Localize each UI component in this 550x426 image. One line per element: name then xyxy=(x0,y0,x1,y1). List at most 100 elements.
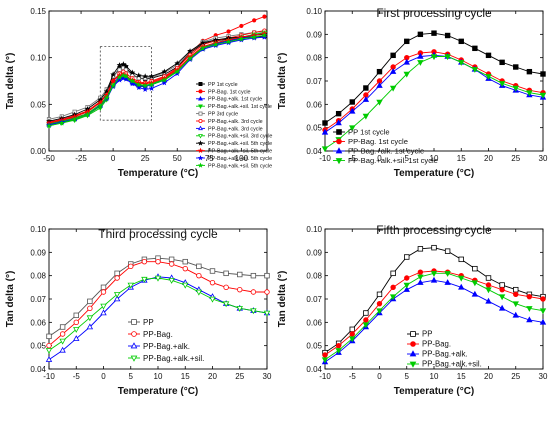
legend-marker xyxy=(198,96,203,101)
legend-entry: PP-Bag. xyxy=(422,340,451,349)
data-point xyxy=(444,32,451,39)
legend-entry: PP-Bag.+alk. 3rd cycle xyxy=(208,119,263,125)
legend-marker xyxy=(336,129,342,135)
data-point xyxy=(263,310,271,317)
y-tick-label: 0.08 xyxy=(30,272,46,281)
legend-marker xyxy=(335,147,343,154)
y-tick-label: 0.10 xyxy=(306,7,322,16)
chart-panel-1: -50 -25 0 25 50 75 100 0.00 0.05 0.10 0.15 Temperat… xyxy=(5,7,272,179)
data-point xyxy=(458,283,465,290)
x-tick-label: -5 xyxy=(73,372,81,381)
data-point xyxy=(417,52,424,59)
data-point xyxy=(87,298,93,305)
y-tick-label: 0.09 xyxy=(306,248,322,257)
data-point xyxy=(458,275,465,282)
data-point xyxy=(498,304,506,311)
y-tick-label: 0.06 xyxy=(306,100,322,109)
x-tick-label: 10 xyxy=(430,154,439,163)
data-point xyxy=(59,346,66,353)
series-4 xyxy=(321,54,547,153)
y-tick-label: 0.04 xyxy=(306,365,322,374)
data-point xyxy=(123,73,129,79)
data-point xyxy=(390,284,396,291)
legend-entry: PP-Bag.+alk.+sil. xyxy=(422,360,482,369)
x-tick-label: 75 xyxy=(205,154,214,163)
data-point xyxy=(100,284,107,291)
y-axis-label: Tan delta (°) xyxy=(277,271,288,328)
chart-panel-2: -10 -5 0 5 10 15 20 25 30 0.04 0.05 0.06 0.07 0.08 0.0… xyxy=(277,6,548,179)
x-tick-label: 100 xyxy=(235,154,249,163)
data-point xyxy=(127,282,134,289)
series-2 xyxy=(322,268,546,358)
data-point xyxy=(114,275,120,281)
legend-entry: PP-Bag.+alk.+sil. 5th cycle xyxy=(208,156,272,162)
data-point xyxy=(135,81,142,88)
data-point xyxy=(539,92,547,99)
data-point xyxy=(209,268,216,274)
data-point xyxy=(485,52,492,59)
data-point xyxy=(116,74,123,80)
data-point xyxy=(513,64,519,70)
data-point xyxy=(71,116,78,122)
x-tick-label: 5 xyxy=(405,372,410,381)
data-point xyxy=(513,286,519,293)
data-point xyxy=(499,286,505,293)
x-tick-label: 25 xyxy=(511,372,520,381)
data-point xyxy=(526,90,533,97)
data-point xyxy=(363,317,369,323)
data-point xyxy=(209,279,216,286)
data-point xyxy=(471,280,479,287)
data-point xyxy=(322,120,328,126)
data-point xyxy=(526,306,533,312)
legend-entry: PP-Bag.+alk.+sil. 3rd cycle xyxy=(208,134,272,140)
y-tick-label: 0.04 xyxy=(30,365,46,374)
data-point xyxy=(417,31,424,38)
legend-marker xyxy=(130,355,138,362)
data-point xyxy=(58,119,65,126)
data-point xyxy=(116,62,123,68)
legend-entry: PP xyxy=(143,318,154,327)
data-point xyxy=(403,58,410,65)
x-tick-label: 0 xyxy=(111,154,116,163)
x-tick-label: -25 xyxy=(75,154,87,163)
data-point xyxy=(363,85,369,91)
legend-entry: PP 1st cycle xyxy=(208,82,238,88)
data-point xyxy=(73,335,80,341)
y-tick-label: 0.00 xyxy=(30,147,46,156)
data-point xyxy=(123,63,129,69)
x-tick-label: 10 xyxy=(154,372,163,381)
data-point xyxy=(100,303,107,310)
legend-marker xyxy=(198,125,203,131)
data-point xyxy=(458,256,464,263)
data-point xyxy=(252,18,257,23)
data-point xyxy=(73,327,80,333)
data-point xyxy=(322,352,328,358)
data-point xyxy=(141,276,148,283)
y-tick-label: 0.08 xyxy=(306,54,322,63)
data-point xyxy=(513,291,519,298)
legend-marker xyxy=(131,319,137,325)
x-tick-label: 15 xyxy=(457,154,466,163)
legend-marker xyxy=(336,138,342,145)
x-tick-label: 0 xyxy=(377,154,382,163)
data-point xyxy=(540,296,546,302)
x-tick-label: 15 xyxy=(457,372,466,381)
legend-entry: PP-Bag.+alk.+sil. 1st cycle xyxy=(348,156,438,165)
data-point xyxy=(73,319,79,326)
data-point xyxy=(349,107,356,114)
y-tick-label: 0.05 xyxy=(306,124,322,133)
y-axis-label: Tan delta (°) xyxy=(5,271,16,328)
data-point xyxy=(417,279,424,285)
data-point xyxy=(168,278,175,284)
data-point xyxy=(376,68,383,75)
data-point xyxy=(117,67,122,72)
y-tick-label: 0.05 xyxy=(306,342,322,351)
x-tick-label: 15 xyxy=(181,372,190,381)
x-tick-label: -5 xyxy=(349,154,357,163)
y-tick-label: 0.06 xyxy=(306,318,322,327)
data-point xyxy=(362,322,370,329)
data-point xyxy=(471,290,479,297)
data-point xyxy=(539,308,547,315)
